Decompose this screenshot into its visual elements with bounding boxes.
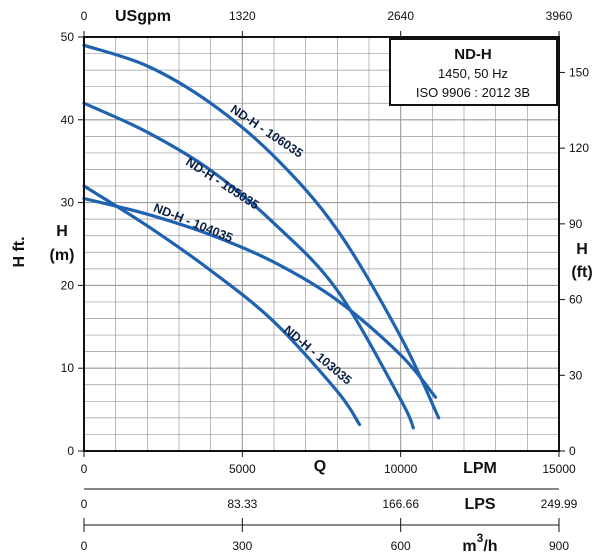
legend-standard: ISO 9906 : 2012 3B xyxy=(416,85,530,100)
curve-label: ND-H - 106035 xyxy=(228,102,306,161)
lpm-tick-label: 5000 xyxy=(229,462,256,476)
usgpm-tick-label: 1320 xyxy=(229,9,256,23)
h-ft-tick-label: 90 xyxy=(569,217,583,231)
curve-label: ND-H - 105035 xyxy=(183,155,261,213)
h-ft-side-label: H ft. xyxy=(11,236,28,267)
m3h-tick-label: 900 xyxy=(549,539,569,553)
lps-tick-label: 0 xyxy=(81,497,88,511)
h-ft-tick-label: 60 xyxy=(569,293,583,307)
h-ft-label: H xyxy=(576,241,588,258)
h-m-tick-label: 40 xyxy=(61,113,75,127)
h-m-tick-label: 10 xyxy=(61,361,75,375)
legend-box: ND-H 1450, 50 Hz ISO 9906 : 2012 3B xyxy=(389,38,558,106)
legend-title: ND-H xyxy=(454,46,492,63)
m3h-tick-label: 600 xyxy=(391,539,411,553)
h-m-tick-label: 50 xyxy=(61,30,75,44)
legend-box-frame xyxy=(389,38,558,106)
curve-label: ND-H - 103035 xyxy=(281,323,354,388)
curve-nd-h-103035 xyxy=(82,184,362,427)
h-m-unit-label: (m) xyxy=(50,247,75,264)
lps-unit-label: LPS xyxy=(464,496,495,513)
h-label: H xyxy=(56,223,68,240)
m3h-tick-label: 300 xyxy=(232,539,252,553)
lps-tick-label: 166.66 xyxy=(382,497,419,511)
h-ft-tick-label: 150 xyxy=(569,65,589,79)
h-m-tick-label: 30 xyxy=(61,196,75,210)
h-m-tick-label: 20 xyxy=(61,278,75,292)
plot-frame xyxy=(83,36,560,452)
lps-tick-label: 83.33 xyxy=(227,497,257,511)
lpm-unit-label: LPM xyxy=(463,460,497,477)
lps-tick-label: 249.99 xyxy=(541,497,578,511)
legend-speed: 1450, 50 Hz xyxy=(438,66,508,81)
usgpm-unit-label: USgpm xyxy=(115,8,171,25)
curve-nd-h-106035 xyxy=(82,43,441,420)
lpm-tick-label: 10000 xyxy=(384,462,418,476)
usgpm-tick-label: 3960 xyxy=(546,9,573,23)
m3h-tick-label: 0 xyxy=(81,539,88,553)
h-ft-tick-label: 30 xyxy=(569,368,583,382)
lpm-tick-label: 0 xyxy=(81,462,88,476)
h-ft-tick-label: 120 xyxy=(569,141,589,155)
curve-nd-h-105035 xyxy=(82,101,415,430)
h-ft-tick-label: 0 xyxy=(569,444,576,458)
q-label: Q xyxy=(314,458,326,475)
lpm-tick-label: 15000 xyxy=(542,462,576,476)
h-m-tick-label: 0 xyxy=(67,444,74,458)
usgpm-tick-label: 2640 xyxy=(387,9,414,23)
curve-nd-h-104035 xyxy=(82,196,438,399)
m3h-unit-label: m3/h xyxy=(462,531,497,555)
usgpm-tick-label: 0 xyxy=(81,9,88,23)
h-ft-unit-label: (ft) xyxy=(571,264,592,281)
